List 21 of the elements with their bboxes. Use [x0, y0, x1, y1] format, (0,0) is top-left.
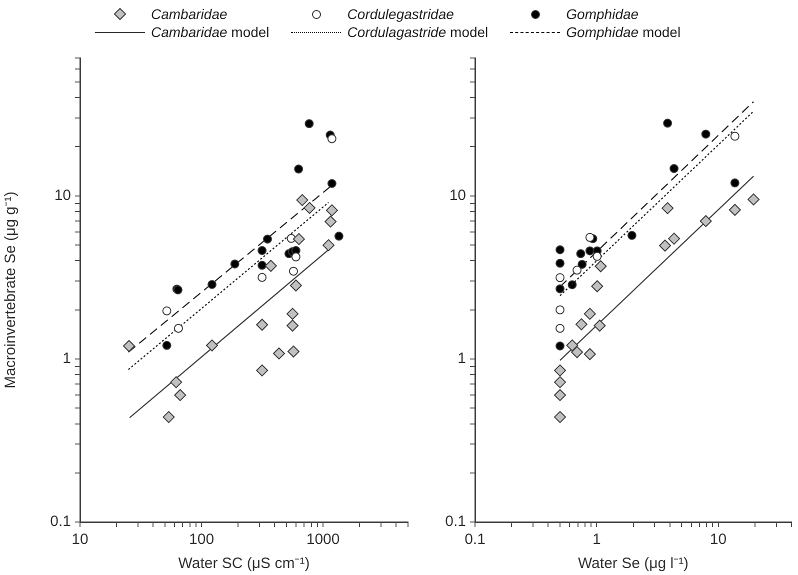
x-tick-label: 100	[189, 531, 214, 548]
y-tick-label: 0.1	[50, 513, 71, 530]
y-tick-label: 10	[54, 186, 71, 204]
y-tick-label: 1	[458, 350, 466, 368]
legend-label: Cambaridae model	[151, 24, 270, 40]
y-tick-label: 10	[449, 186, 466, 204]
y-tick-label: 0.1	[445, 513, 466, 530]
legend-label: Cordulegastridae	[347, 6, 454, 22]
x-tick-label: 1	[592, 531, 601, 548]
y-axis-title: Macroinvertebrate Se (μg g⁻¹)	[2, 191, 20, 389]
x-tick-label: 1000	[306, 531, 340, 548]
legend-label: Gomphidae	[566, 6, 639, 22]
x-axis-title: Water SC (μS cm⁻¹)	[178, 555, 310, 572]
x-tick-label: 0.1	[464, 531, 486, 548]
x-tick-label: 10	[710, 531, 727, 548]
legend-label: Cambaridae	[151, 6, 228, 22]
y-tick-label: 1	[62, 350, 71, 368]
x-tick-label: 10	[72, 531, 88, 548]
legend-label: Cordulagastride model	[347, 24, 488, 40]
x-axis-title: Water Se (μg l⁻¹)	[578, 555, 689, 572]
legend-label: Gomphidae model	[566, 24, 681, 40]
